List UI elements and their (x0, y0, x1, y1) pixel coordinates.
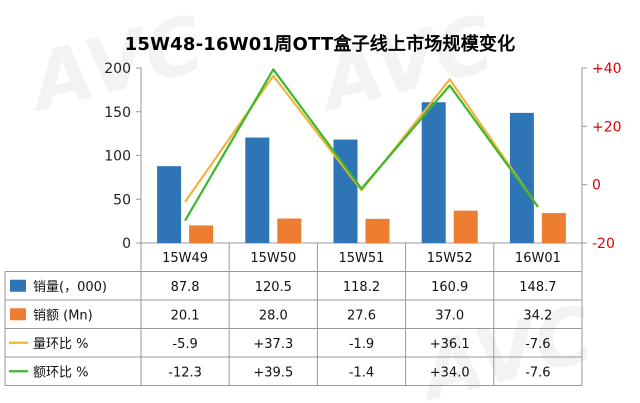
data-label: -7.6 (525, 365, 550, 380)
data-label: 120.5 (255, 280, 292, 295)
bar-1 (509, 112, 534, 243)
left-axis-tick-label: 150 (104, 105, 131, 121)
data-label: 37.0 (435, 308, 464, 323)
left-axis-tick-label: 0 (122, 236, 131, 252)
legend-key (10, 279, 26, 292)
data-label: 160.9 (431, 280, 468, 295)
legend-label: 销量(，000) (33, 280, 107, 295)
data-label: -12.3 (168, 365, 202, 380)
right-axis-tick-label: +40 (592, 61, 622, 77)
data-label: +36.1 (430, 337, 470, 352)
legend-label: 量环比 % (33, 337, 89, 352)
series-line-2 (184, 68, 539, 222)
data-label: +39.5 (253, 365, 293, 380)
data-label: +34.0 (430, 365, 470, 380)
bar-1 (245, 137, 270, 243)
right-axis-tick-label: +20 (592, 119, 622, 135)
left-axis-tick-label: 200 (104, 61, 131, 77)
data-label: 28.0 (259, 308, 288, 323)
data-label: 118.2 (343, 280, 380, 295)
x-tick-label: 15W51 (339, 251, 385, 266)
data-label: -1.4 (349, 365, 374, 380)
legend-label: 销额 (Mn) (33, 308, 93, 323)
bar-2 (277, 218, 302, 243)
right-axis-tick-label: 0 (592, 178, 601, 194)
x-tick-label: 16W01 (515, 251, 561, 266)
bar-2 (189, 225, 214, 243)
x-tick-label: 15W52 (427, 251, 473, 266)
x-tick-label: 15W49 (162, 251, 208, 266)
data-label: 20.1 (171, 308, 200, 323)
data-label: 148.7 (519, 280, 556, 295)
bar-1 (157, 166, 182, 243)
right-axis-tick-label: -20 (592, 236, 615, 252)
bar-2 (365, 218, 390, 243)
bar-2 (453, 210, 478, 243)
bar-2 (541, 213, 566, 243)
data-label: 87.8 (171, 280, 200, 295)
data-label: 27.6 (347, 308, 376, 323)
watermark: AVC (307, 0, 502, 130)
data-label: +37.3 (253, 337, 293, 352)
data-label: -1.9 (349, 337, 374, 352)
bar-1 (421, 102, 446, 244)
left-axis-tick-label: 100 (104, 149, 131, 165)
legend-label: 额环比 % (33, 365, 89, 380)
data-label: -7.6 (525, 337, 550, 352)
data-label: -5.9 (172, 337, 197, 352)
data-label: 34.2 (523, 308, 552, 323)
chart-title: 15W48-16W01周OTT盒子线上市场规模变化 (124, 34, 516, 55)
x-tick-label: 15W50 (250, 251, 296, 266)
left-axis-tick-label: 50 (113, 192, 131, 208)
legend-key (10, 308, 26, 321)
